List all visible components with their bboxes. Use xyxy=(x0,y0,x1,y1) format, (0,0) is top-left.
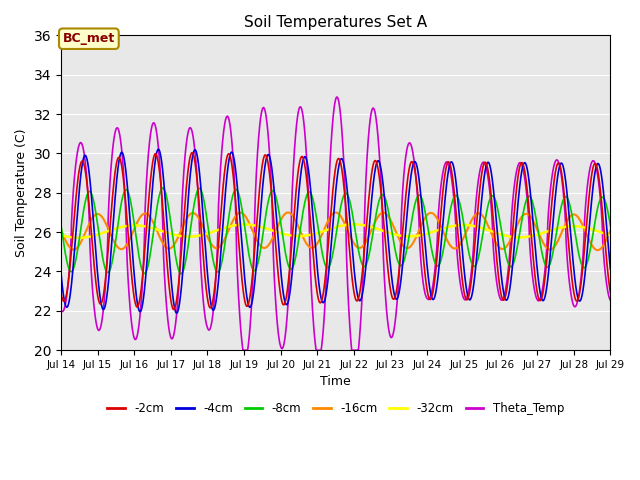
-32cm xyxy=(268,228,276,233)
-2cm xyxy=(188,150,196,156)
Theta_Temp xyxy=(239,348,247,353)
-16cm xyxy=(596,246,604,252)
-8cm xyxy=(268,188,276,194)
-8cm xyxy=(292,253,300,259)
Theta_Temp xyxy=(596,192,604,197)
-4cm xyxy=(173,310,180,316)
X-axis label: Time: Time xyxy=(320,375,351,388)
-16cm xyxy=(607,228,614,233)
-8cm xyxy=(57,222,65,228)
-16cm xyxy=(594,247,602,253)
-16cm xyxy=(268,237,275,243)
-8cm xyxy=(177,271,185,276)
Theta_Temp xyxy=(607,298,614,303)
Line: -32cm: -32cm xyxy=(61,224,611,238)
-4cm xyxy=(57,269,65,275)
-8cm xyxy=(607,223,614,229)
-16cm xyxy=(57,227,65,233)
-32cm xyxy=(152,227,160,232)
-16cm xyxy=(120,245,127,251)
-32cm xyxy=(596,229,604,235)
Theta_Temp xyxy=(292,132,300,137)
-8cm xyxy=(152,210,160,216)
-8cm xyxy=(120,191,127,197)
-4cm xyxy=(152,152,160,158)
-16cm xyxy=(152,226,160,232)
Text: BC_met: BC_met xyxy=(63,32,115,45)
-32cm xyxy=(120,224,127,229)
-32cm xyxy=(350,221,358,227)
-4cm xyxy=(154,146,162,152)
Line: -2cm: -2cm xyxy=(61,153,611,310)
-16cm xyxy=(292,217,300,223)
Theta_Temp xyxy=(120,169,127,175)
Y-axis label: Soil Temperature (C): Soil Temperature (C) xyxy=(15,129,28,257)
-4cm xyxy=(120,153,127,159)
Line: -4cm: -4cm xyxy=(61,149,611,313)
-32cm xyxy=(75,235,83,240)
-8cm xyxy=(537,244,545,250)
-2cm xyxy=(268,196,276,202)
-4cm xyxy=(596,165,604,170)
-16cm xyxy=(537,235,545,240)
-2cm xyxy=(292,191,300,196)
Line: Theta_Temp: Theta_Temp xyxy=(61,97,611,350)
Line: -8cm: -8cm xyxy=(61,188,611,274)
Theta_Temp xyxy=(152,127,160,132)
-2cm xyxy=(120,178,127,183)
-2cm xyxy=(170,307,178,312)
Theta_Temp xyxy=(57,307,65,312)
-32cm xyxy=(57,232,65,238)
-2cm xyxy=(596,184,604,190)
-32cm xyxy=(607,233,614,239)
-32cm xyxy=(292,233,300,239)
-32cm xyxy=(537,231,545,237)
-2cm xyxy=(152,151,160,157)
-2cm xyxy=(537,297,545,303)
-4cm xyxy=(537,293,545,299)
Title: Soil Temperatures Set A: Soil Temperatures Set A xyxy=(244,15,428,30)
-2cm xyxy=(57,289,65,295)
-16cm xyxy=(332,210,339,216)
-8cm xyxy=(159,185,166,191)
-2cm xyxy=(607,290,614,296)
Theta_Temp xyxy=(333,94,340,100)
-4cm xyxy=(607,266,614,272)
-8cm xyxy=(596,197,604,203)
-4cm xyxy=(292,226,300,232)
Theta_Temp xyxy=(537,294,545,300)
-4cm xyxy=(268,167,276,173)
Line: -16cm: -16cm xyxy=(61,213,611,250)
Theta_Temp xyxy=(268,194,276,200)
Legend: -2cm, -4cm, -8cm, -16cm, -32cm, Theta_Temp: -2cm, -4cm, -8cm, -16cm, -32cm, Theta_Te… xyxy=(102,397,569,420)
